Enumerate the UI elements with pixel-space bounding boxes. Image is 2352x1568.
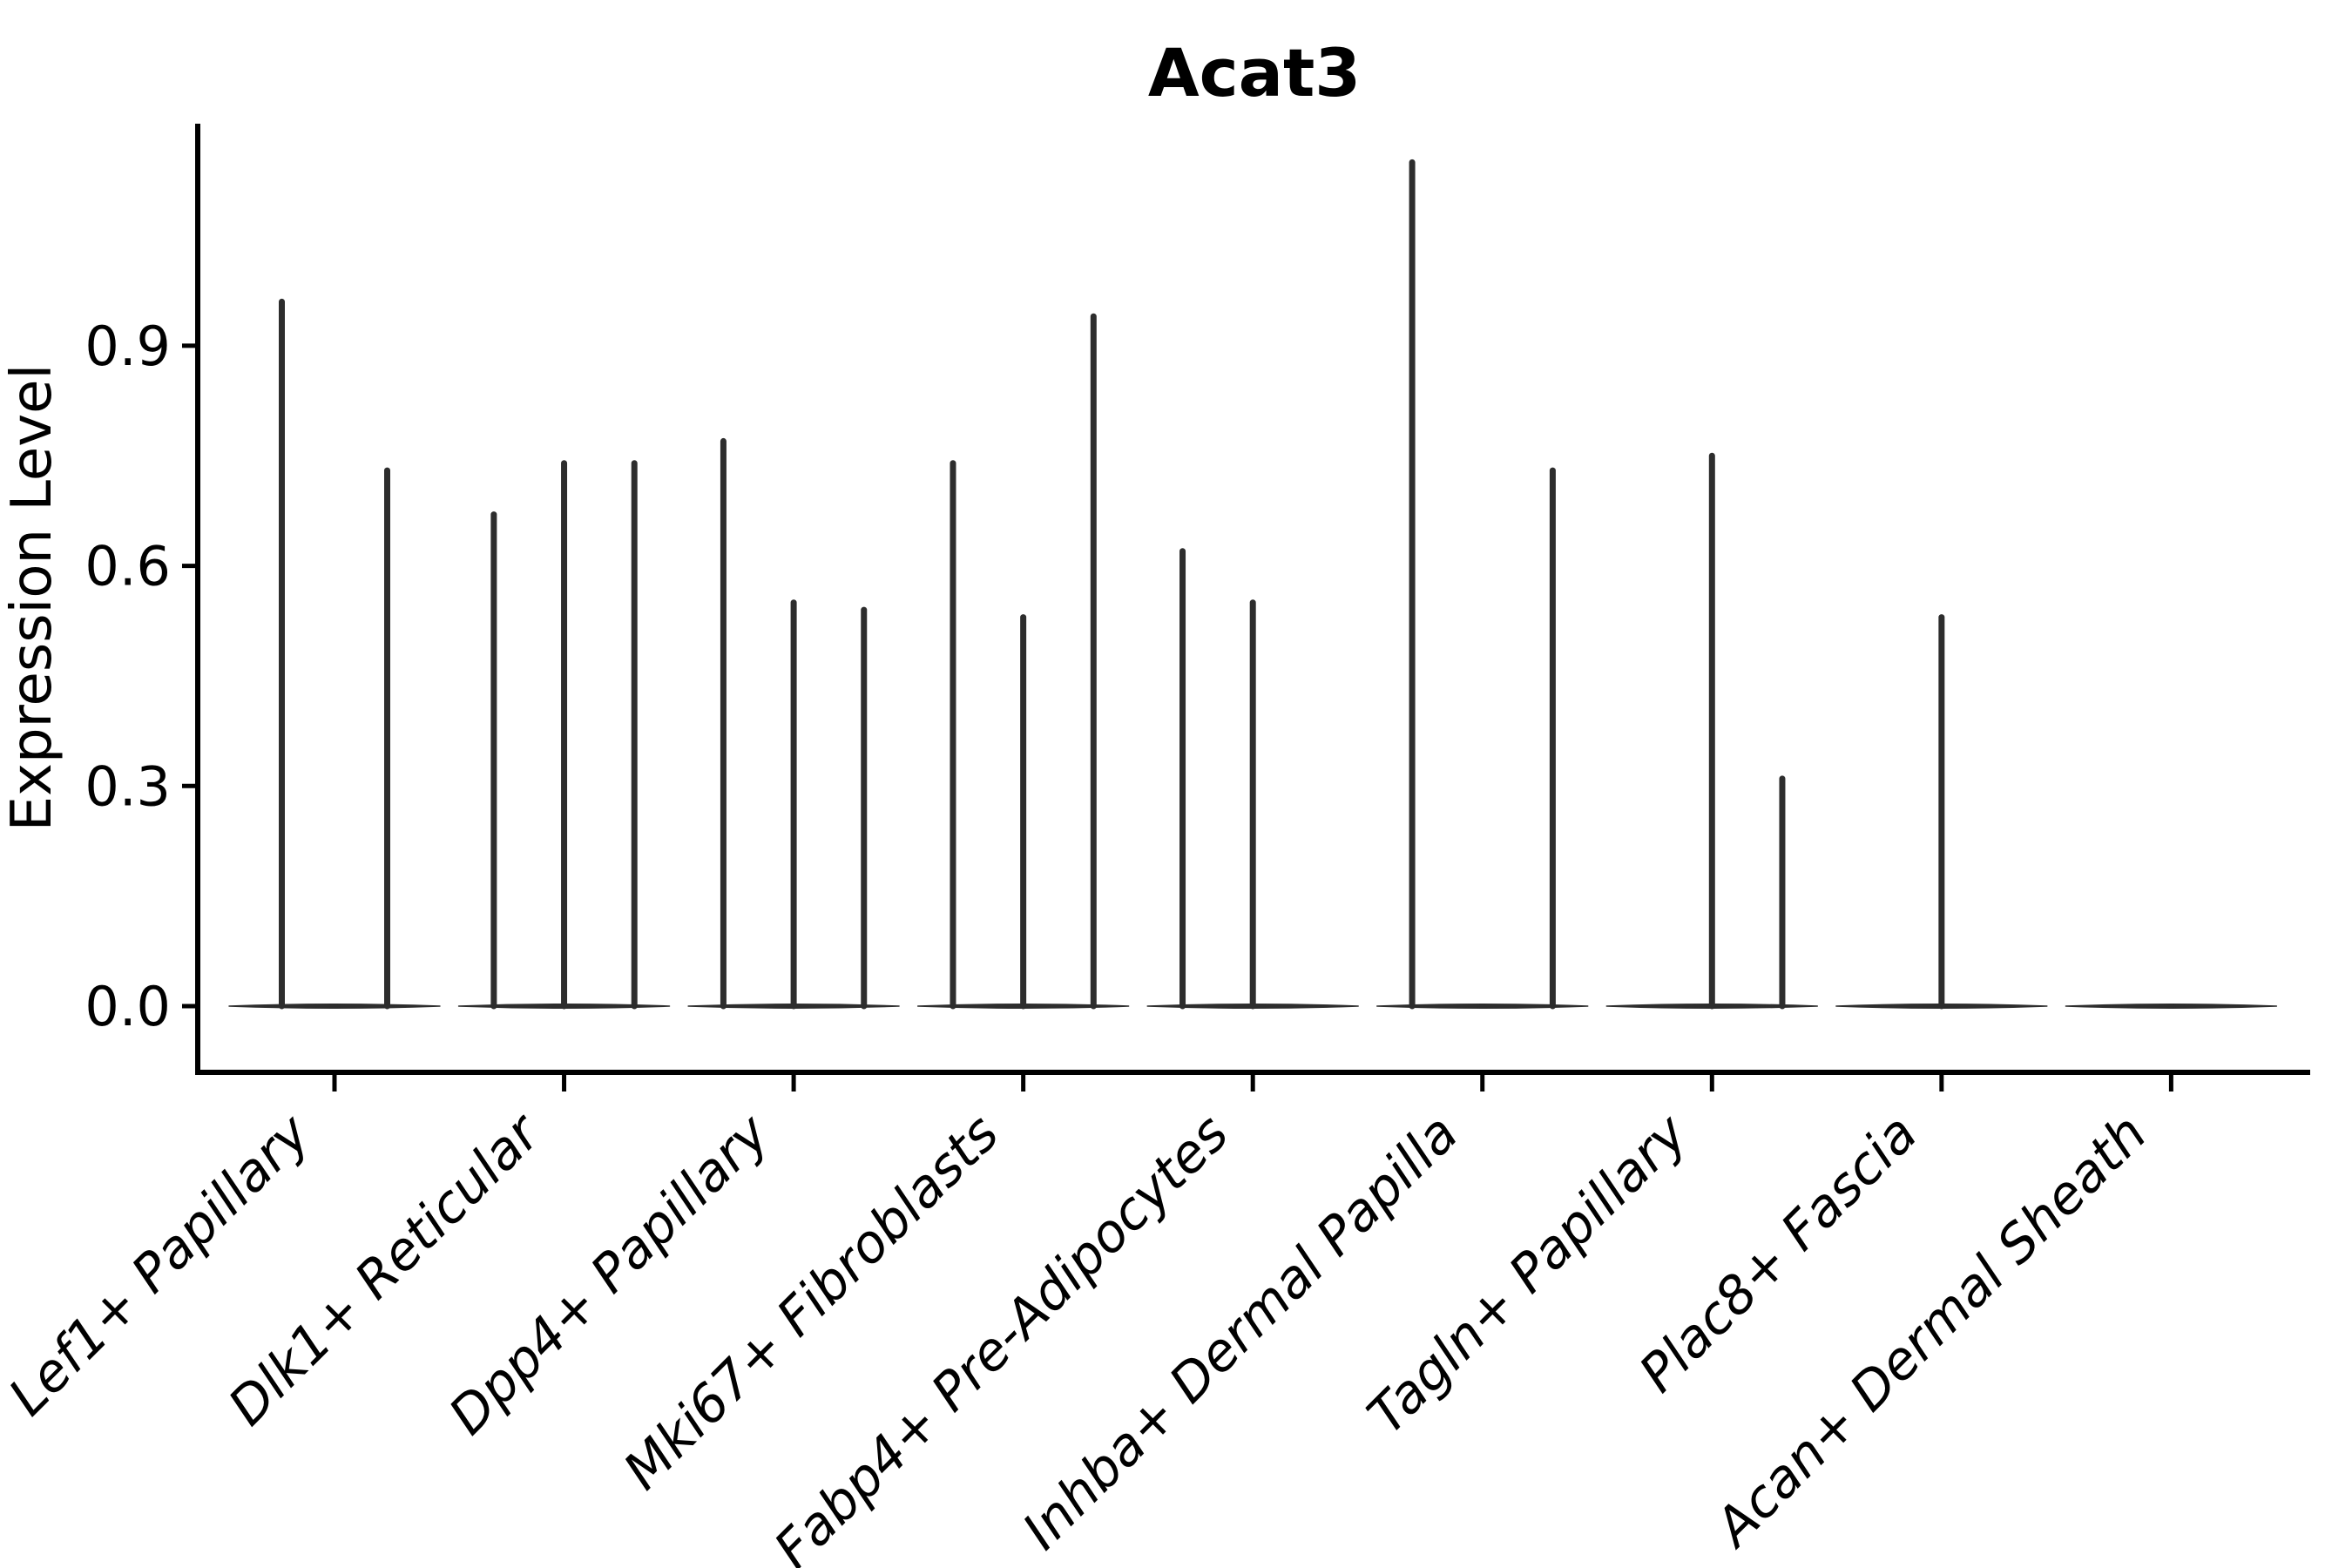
y-tick-label: 0.6 bbox=[84, 535, 171, 598]
x-tick-label: Inhba+ Dermal Papilla bbox=[1011, 1103, 1470, 1561]
violin-baseline bbox=[1146, 1004, 1359, 1009]
y-axis-label: Expression Level bbox=[0, 364, 64, 832]
violin-baseline bbox=[1835, 1004, 2048, 1009]
y-tick-label: 0.0 bbox=[84, 975, 171, 1038]
y-tick-label: 0.9 bbox=[84, 314, 171, 378]
violin-baseline bbox=[687, 1004, 900, 1009]
violin-baseline bbox=[457, 1004, 671, 1009]
violin-baseline bbox=[2065, 1004, 2278, 1009]
x-tick-label: Acan+ Dermal Sheath bbox=[1701, 1103, 2159, 1560]
x-tick-label: Fabp4+ Pre-Adipocytes bbox=[763, 1103, 1240, 1568]
violin-baseline bbox=[228, 1004, 441, 1009]
plot-title: Acat3 bbox=[1148, 34, 1361, 112]
violin-baseline bbox=[1376, 1004, 1589, 1009]
violin-baseline bbox=[916, 1004, 1130, 1009]
y-tick-label: 0.3 bbox=[84, 754, 171, 818]
violin-baseline bbox=[1605, 1004, 1819, 1009]
x-tick-label: Mki67+ Fibroblasts bbox=[612, 1103, 1011, 1502]
